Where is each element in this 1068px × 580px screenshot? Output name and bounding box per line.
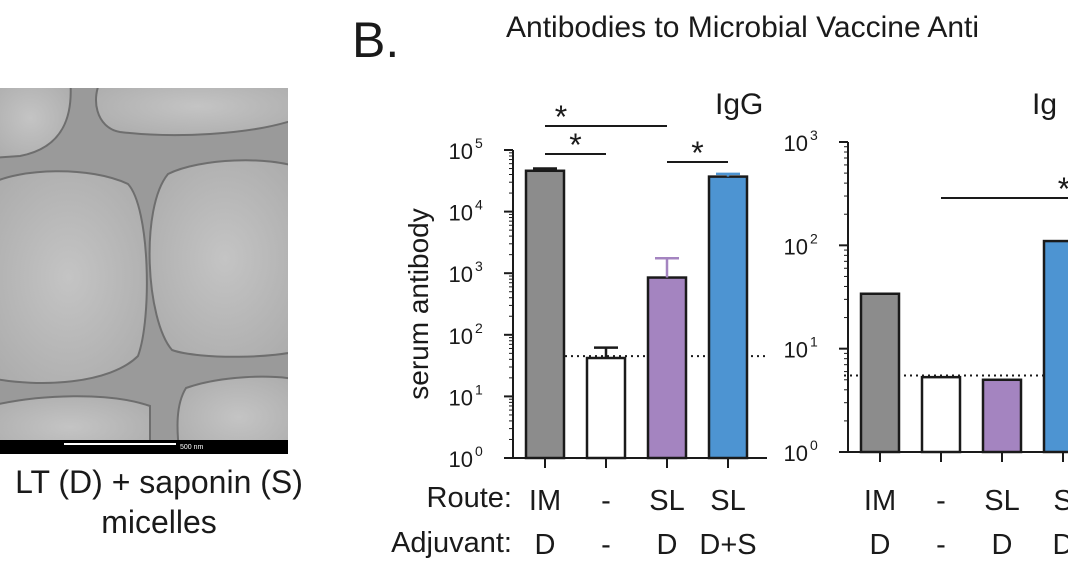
chart-1-adjuvant-1: - (936, 529, 946, 561)
micrograph-caption-line2: micelles (101, 504, 217, 540)
vesicle-bottom-right (176, 375, 288, 454)
chart-1-route-0: IM (864, 485, 896, 517)
micrograph-image: 500 nm (0, 88, 288, 454)
chart-0-route-0: IM (529, 485, 561, 517)
micrograph-caption-line1: LT (D) + saponin (S) (15, 464, 303, 500)
chart-1-bar-1 (920, 375, 962, 454)
vesicle-top (95, 88, 288, 137)
chart-1-ytick-label-0: 10 (784, 441, 808, 466)
chart-1-route-2: SL (984, 485, 1019, 517)
panel-letter: B. (352, 12, 400, 68)
chart-1-route-1: - (936, 485, 946, 517)
chart-0-route-2: SL (649, 485, 684, 517)
chart-1-ytick-exp-3: 3 (810, 127, 818, 143)
adjuvant-row-label: Adjuvant: (391, 527, 512, 559)
chart-0-bar-3 (707, 175, 749, 460)
chart-1-bar-3 (1042, 239, 1068, 454)
chart-0-bar-2 (646, 276, 688, 460)
route-row-label: Route: (426, 482, 512, 514)
chart-0-sig-star-1: * (569, 127, 581, 163)
chart-1-ytick-exp-1: 1 (810, 334, 818, 350)
chart-0-ytick-label-2: 10 (449, 324, 473, 349)
chart-0-ytick-exp-4: 4 (475, 197, 483, 213)
chart-0-title: IgG (715, 88, 763, 121)
chart-1-title: Ig (1032, 88, 1057, 121)
chart-1-ytick-label-3: 10 (784, 131, 808, 156)
chart-0-adjuvant-0: D (535, 529, 556, 561)
vesicle-right (148, 159, 288, 358)
chart-1-bar-0 (859, 292, 901, 454)
vesicle-bottom-left (0, 395, 151, 454)
vesicle-top-left (0, 88, 72, 159)
chart-0-adjuvant-2: D (657, 529, 678, 561)
chart-1-adjuvant-3: D (1053, 529, 1068, 561)
chart-1-sig-star-0: * (1058, 171, 1068, 207)
scale-bar-label: 500 nm (180, 444, 204, 451)
chart-1-adjuvant-2: D (992, 529, 1013, 561)
chart-0-ytick-exp-0: 0 (475, 443, 483, 459)
chart-1-ytick-exp-0: 0 (810, 437, 818, 453)
chart-1-ytick-exp-2: 2 (810, 230, 818, 246)
chart-0-ytick-exp-3: 3 (475, 258, 483, 274)
chart-0-ytick-label-3: 10 (449, 262, 473, 287)
chart-1-ytick-label-2: 10 (784, 234, 808, 259)
chart-0-route-1: - (601, 485, 611, 517)
chart-0-ytick-label-0: 10 (449, 447, 473, 472)
chart-0-ytick-label-5: 10 (449, 139, 473, 164)
chart-0-ytick-exp-1: 1 (475, 381, 483, 397)
chart-0-ytick-exp-2: 2 (475, 320, 483, 336)
panel-title: Antibodies to Microbial Vaccine Anti (506, 11, 980, 44)
tem-micrograph: 500 nm (0, 88, 288, 454)
vesicle-left (0, 170, 148, 384)
chart-0-ytick-label-1: 10 (449, 385, 473, 410)
chart-1-route-3: S (1053, 485, 1068, 517)
chart-0-sig-star-0: * (555, 99, 567, 135)
micrograph-caption: LT (D) + saponin (S) micelles (0, 462, 318, 542)
chart-0-route-3: SL (710, 485, 745, 517)
chart-1-ytick-label-1: 10 (784, 338, 808, 363)
chart-0-sig-star-2: * (691, 135, 703, 171)
chart-0-bar-0 (524, 169, 566, 460)
chart-1-adjuvant-0: D (870, 529, 891, 561)
chart-0-adjuvant-1: - (601, 529, 611, 561)
chart-0-ytick-exp-5: 5 (475, 135, 483, 151)
chart-0-bar-1 (585, 356, 627, 460)
chart-0-adjuvant-3: D+S (699, 529, 756, 561)
chart-1-bar-2 (981, 378, 1023, 454)
chart-0-ytick-label-4: 10 (449, 201, 473, 226)
chart-0-ylabel: serum antibody (403, 208, 434, 399)
